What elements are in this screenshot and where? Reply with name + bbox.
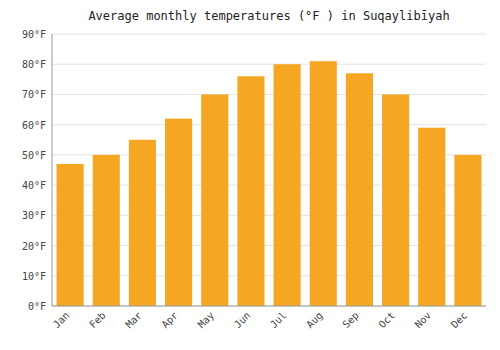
- x-tick-label: Jun: [232, 310, 253, 331]
- x-tick-label: May: [196, 310, 217, 331]
- y-tick-label: 40°F: [22, 180, 46, 191]
- bar: [129, 140, 156, 306]
- y-tick-label: 10°F: [22, 271, 46, 282]
- y-axis: [52, 34, 53, 306]
- y-tick-label: 20°F: [22, 241, 46, 252]
- bar: [310, 61, 337, 306]
- x-tick-label: Jul: [268, 310, 289, 331]
- y-tick-label: 60°F: [22, 120, 46, 131]
- x-tick-label: Apr: [159, 310, 180, 331]
- bar: [165, 119, 192, 306]
- x-tick-label: Oct: [376, 310, 397, 331]
- x-axis: [52, 306, 486, 307]
- grid-line: [52, 64, 486, 65]
- grid-line: [52, 306, 486, 307]
- y-tick-label: 50°F: [22, 150, 46, 161]
- bar: [93, 155, 120, 306]
- x-tick-label: Nov: [413, 310, 434, 331]
- bar: [274, 64, 301, 306]
- x-tick-label: Jan: [51, 310, 72, 331]
- grid: [52, 34, 486, 306]
- y-tick-label: 30°F: [22, 210, 46, 221]
- x-tick-label: Mar: [123, 310, 144, 331]
- bar: [57, 164, 84, 306]
- bar: [237, 76, 264, 306]
- grid-line: [52, 124, 486, 125]
- bar: [454, 155, 481, 306]
- bar: [201, 94, 228, 306]
- bar: [382, 94, 409, 306]
- bars: [57, 61, 482, 306]
- grid-line: [52, 34, 486, 35]
- y-tick-label: 70°F: [22, 89, 46, 100]
- y-tick-label: 90°F: [22, 29, 46, 40]
- chart: Average monthly temperatures (°F ) in Su…: [0, 0, 500, 350]
- title: Average monthly temperatures (°F ) in Su…: [88, 9, 449, 23]
- grid-line: [52, 94, 486, 95]
- x-tick-label: Aug: [304, 310, 325, 331]
- bar: [418, 128, 445, 306]
- y-tick-label: 80°F: [22, 59, 46, 70]
- x-tick-label: Feb: [87, 310, 108, 331]
- x-tick-label: Dec: [449, 310, 470, 331]
- y-tick-label: 0°F: [28, 301, 46, 312]
- x-tick-label: Sep: [340, 310, 361, 331]
- bar: [346, 73, 373, 306]
